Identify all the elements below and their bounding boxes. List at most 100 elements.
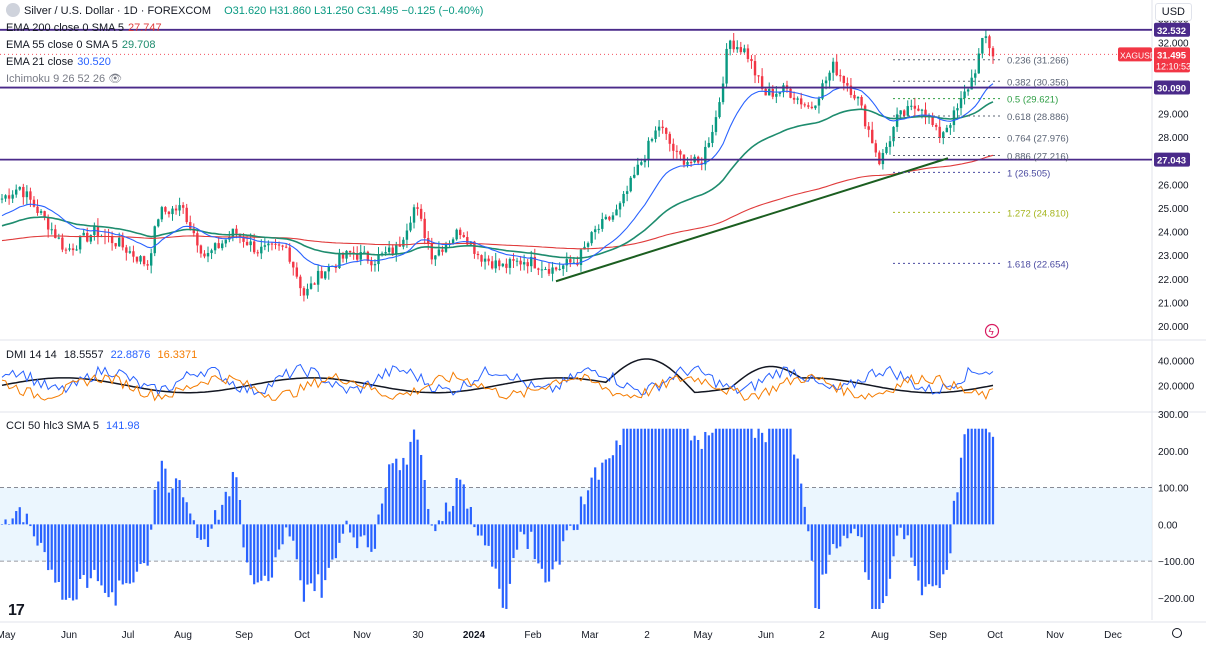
- ema200-line[interactable]: [1, 154, 994, 250]
- cci-bar[interactable]: [658, 428, 661, 525]
- candle-body[interactable]: [711, 131, 714, 143]
- cci-bar[interactable]: [540, 524, 543, 569]
- candle-body[interactable]: [643, 159, 647, 163]
- candle-body[interactable]: [89, 235, 92, 242]
- candle-body[interactable]: [814, 105, 817, 109]
- cci-bar[interactable]: [714, 428, 718, 525]
- candle-body[interactable]: [64, 249, 68, 251]
- cci-bar[interactable]: [487, 524, 490, 546]
- cci-bar[interactable]: [693, 435, 696, 525]
- cci-bar[interactable]: [903, 524, 906, 540]
- candle-body[interactable]: [260, 246, 263, 254]
- cci-bar[interactable]: [856, 524, 860, 537]
- cci-bar[interactable]: [700, 448, 703, 525]
- cci-bar[interactable]: [778, 428, 781, 525]
- candle-body[interactable]: [839, 75, 842, 77]
- candle-body[interactable]: [267, 243, 270, 246]
- candle-body[interactable]: [942, 132, 945, 139]
- candle-body[interactable]: [920, 109, 924, 111]
- cci-bar[interactable]: [743, 428, 746, 525]
- candle-body[interactable]: [831, 61, 835, 73]
- candle-body[interactable]: [768, 89, 771, 96]
- cci-bar[interactable]: [526, 524, 529, 549]
- cci-bar[interactable]: [245, 524, 249, 563]
- candle-body[interactable]: [192, 228, 196, 234]
- candle-body[interactable]: [522, 262, 526, 265]
- cci-bar[interactable]: [313, 524, 316, 592]
- cci-bar[interactable]: [214, 510, 217, 525]
- candle-body[interactable]: [835, 61, 838, 76]
- candle-body[interactable]: [316, 270, 320, 285]
- candle-body[interactable]: [597, 228, 600, 230]
- legend-cci[interactable]: CCI 50 hlc3 SMA 5 141.98: [6, 420, 140, 432]
- cci-bar[interactable]: [885, 524, 888, 597]
- candle-body[interactable]: [512, 259, 515, 261]
- cci-bar[interactable]: [93, 524, 96, 570]
- candle-body[interactable]: [974, 73, 977, 78]
- candle-body[interactable]: [487, 258, 490, 262]
- cci-bar[interactable]: [576, 524, 579, 530]
- candle-body[interactable]: [821, 83, 824, 99]
- cci-bar[interactable]: [377, 514, 380, 525]
- cci-bar[interactable]: [615, 440, 618, 525]
- cci-bar[interactable]: [505, 524, 508, 609]
- currency-selector[interactable]: USD: [1154, 3, 1192, 21]
- candle-body[interactable]: [110, 236, 114, 244]
- candle-body[interactable]: [640, 162, 643, 165]
- cci-bar[interactable]: [984, 428, 987, 525]
- candle-body[interactable]: [455, 229, 458, 240]
- candle-body[interactable]: [249, 241, 252, 246]
- candle-body[interactable]: [114, 243, 117, 247]
- cci-bar[interactable]: [441, 521, 444, 525]
- candle-body[interactable]: [863, 105, 867, 127]
- candle-body[interactable]: [569, 259, 572, 263]
- cci-bar[interactable]: [789, 428, 792, 525]
- candle-body[interactable]: [704, 146, 707, 165]
- cci-bar[interactable]: [523, 524, 526, 535]
- candle-body[interactable]: [157, 219, 160, 227]
- cci-bar[interactable]: [707, 435, 710, 525]
- candle-body[interactable]: [554, 267, 558, 270]
- cci-bar[interactable]: [260, 524, 263, 581]
- candle-body[interactable]: [299, 276, 302, 289]
- candle-body[interactable]: [913, 105, 917, 109]
- cci-bar[interactable]: [768, 428, 771, 525]
- candle-body[interactable]: [910, 105, 913, 107]
- candle-body[interactable]: [50, 229, 53, 231]
- cci-bar[interactable]: [938, 524, 941, 588]
- cci-bar[interactable]: [970, 428, 973, 525]
- silver-symbol-icon[interactable]: [6, 3, 20, 17]
- candle-body[interactable]: [672, 143, 675, 151]
- dmi-adx-line[interactable]: [1, 358, 994, 394]
- cci-bar[interactable]: [544, 524, 547, 583]
- cci-bar[interactable]: [430, 524, 433, 526]
- candle-body[interactable]: [373, 264, 377, 266]
- cci-bar[interactable]: [111, 524, 114, 593]
- cci-bar[interactable]: [121, 524, 124, 585]
- candle-body[interactable]: [7, 195, 11, 199]
- cci-bar[interactable]: [68, 524, 71, 598]
- cci-bar[interactable]: [974, 428, 977, 525]
- legend-dmi[interactable]: DMI 14 14 18.5557 22.8876 16.3371: [6, 349, 198, 361]
- candle-body[interactable]: [355, 254, 359, 260]
- symbol-title[interactable]: Silver / U.S. Dollar · 1D · FOREXCOM: [24, 5, 212, 17]
- candle-body[interactable]: [419, 208, 423, 219]
- cci-bar[interactable]: [178, 480, 181, 525]
- candle-body[interactable]: [647, 140, 650, 160]
- cci-bar[interactable]: [100, 524, 103, 586]
- cci-bar[interactable]: [185, 502, 188, 525]
- cci-bar[interactable]: [345, 520, 348, 525]
- candle-body[interactable]: [476, 253, 480, 256]
- candle-body[interactable]: [142, 256, 146, 265]
- candle-body[interactable]: [284, 246, 288, 248]
- candle-body[interactable]: [771, 89, 774, 97]
- cci-bar[interactable]: [849, 524, 853, 534]
- candle-body[interactable]: [96, 226, 100, 238]
- candle-body[interactable]: [490, 261, 494, 269]
- candle-body[interactable]: [888, 141, 892, 147]
- candle-body[interactable]: [57, 237, 61, 239]
- candle-body[interactable]: [544, 269, 547, 271]
- cci-bar[interactable]: [583, 504, 586, 525]
- cci-bar[interactable]: [626, 428, 629, 525]
